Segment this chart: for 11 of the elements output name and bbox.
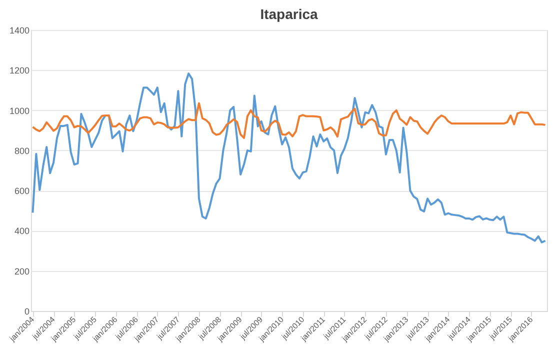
y-tick-label: 0 (24, 306, 30, 316)
y-tick-label: 800 (14, 146, 30, 156)
y-tick-label: 1200 (9, 66, 30, 76)
y-tick-label: 1400 (9, 26, 30, 36)
y-tick-label: 1000 (9, 106, 30, 116)
y-tick-label: 400 (14, 226, 30, 236)
y-tick-label: 200 (14, 266, 30, 276)
y-tick-label: 600 (14, 186, 30, 196)
chart-title: Itaparica (260, 6, 318, 22)
line-series (32, 72, 546, 244)
line-series (32, 102, 546, 139)
